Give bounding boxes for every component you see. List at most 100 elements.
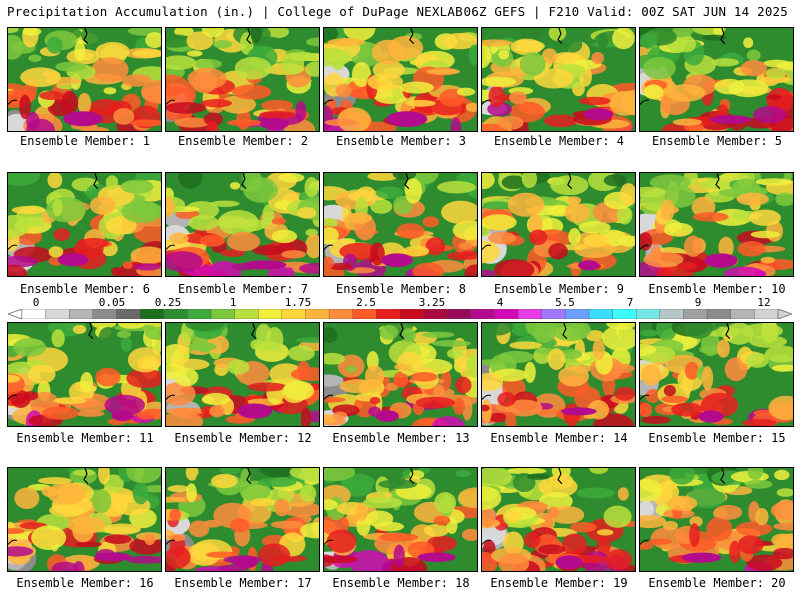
precip-contour bbox=[166, 251, 203, 272]
heavy-precip-core bbox=[57, 253, 89, 267]
precip-contour bbox=[202, 392, 230, 406]
precip-contour bbox=[166, 34, 194, 48]
precip-contour bbox=[297, 207, 317, 219]
precip-contour bbox=[349, 550, 390, 571]
lake-outline bbox=[725, 323, 731, 340]
precip-contour bbox=[663, 222, 694, 237]
coastline-outline bbox=[482, 244, 492, 250]
precip-contour bbox=[283, 380, 315, 401]
lake-outline bbox=[246, 28, 252, 45]
precip-field bbox=[166, 323, 319, 426]
precip-contour bbox=[431, 340, 472, 347]
colorbar-swatch bbox=[92, 309, 117, 319]
precip-contour bbox=[328, 262, 353, 271]
precip-contour bbox=[265, 327, 284, 352]
precip-contour bbox=[80, 372, 94, 393]
precip-contour bbox=[335, 83, 352, 98]
precip-contour bbox=[220, 249, 246, 257]
precip-contour bbox=[551, 323, 591, 342]
precip-contour bbox=[239, 32, 254, 55]
coastline-outline bbox=[166, 244, 176, 250]
precip-contour bbox=[667, 495, 698, 511]
precip-contour bbox=[550, 175, 589, 196]
precip-contour bbox=[640, 402, 653, 418]
precip-contour bbox=[117, 323, 146, 329]
coastline-outline bbox=[166, 539, 176, 545]
precip-contour bbox=[711, 58, 740, 67]
precip-contour bbox=[640, 478, 662, 502]
heavy-precip-core bbox=[232, 555, 258, 569]
lake-outline bbox=[409, 28, 415, 45]
precip-contour bbox=[760, 256, 776, 264]
precip-field bbox=[324, 323, 477, 426]
precip-contour bbox=[506, 468, 547, 475]
precip-contour bbox=[750, 230, 781, 239]
precip-contour bbox=[755, 508, 769, 526]
precip-contour bbox=[441, 33, 477, 50]
precip-contour bbox=[166, 411, 204, 426]
colorbar-swatch bbox=[517, 309, 543, 319]
precip-contour bbox=[509, 91, 527, 105]
precip-field bbox=[8, 323, 161, 426]
precip-contour bbox=[324, 227, 339, 243]
precip-contour bbox=[488, 231, 517, 245]
precip-contour bbox=[379, 324, 399, 340]
precip-contour bbox=[683, 235, 703, 257]
ensemble-member-label: Ensemble Member: 8 bbox=[335, 282, 467, 296]
precip-contour bbox=[127, 347, 161, 373]
precip-contour bbox=[509, 341, 542, 350]
precip-contour bbox=[219, 468, 241, 475]
precip-contour bbox=[612, 28, 635, 50]
precip-contour bbox=[676, 262, 697, 270]
colorbar-swatch bbox=[210, 309, 236, 319]
coastline-outline bbox=[482, 99, 492, 105]
coastline-outline bbox=[482, 394, 492, 400]
precip-contour bbox=[764, 345, 793, 363]
heavy-precip-core bbox=[260, 118, 289, 130]
precip-contour bbox=[537, 544, 566, 555]
ensemble-member-label: Ensemble Member: 10 bbox=[648, 282, 786, 296]
precip-contour bbox=[422, 331, 455, 338]
colorbar-swatch bbox=[21, 309, 47, 319]
precip-contour bbox=[743, 37, 754, 49]
precip-contour bbox=[589, 468, 609, 474]
ensemble-member-map bbox=[481, 322, 636, 427]
dry-area bbox=[640, 501, 654, 518]
precip-contour bbox=[120, 179, 154, 194]
precip-contour bbox=[672, 28, 694, 37]
heavy-precip-core bbox=[243, 260, 287, 270]
precip-contour bbox=[482, 404, 490, 412]
precip-contour bbox=[169, 534, 186, 542]
precip-contour bbox=[570, 521, 597, 533]
precip-contour bbox=[61, 91, 79, 115]
colorbar-min-arrow bbox=[8, 309, 23, 319]
precip-contour bbox=[482, 240, 500, 264]
precip-contour bbox=[51, 561, 79, 571]
precip-contour bbox=[745, 352, 769, 368]
colorbar-tick-label: 12 bbox=[757, 296, 771, 309]
precip-field bbox=[324, 173, 477, 276]
precip-contour bbox=[464, 264, 477, 276]
colorbar-tick-label: 2.5 bbox=[356, 296, 376, 309]
heavy-precip-core bbox=[386, 111, 428, 127]
precip-contour bbox=[188, 520, 210, 538]
heavy-precip-core bbox=[63, 111, 103, 127]
ensemble-member-map bbox=[481, 27, 636, 132]
precip-contour bbox=[567, 196, 582, 205]
precip-field bbox=[640, 323, 793, 426]
precip-contour bbox=[111, 267, 122, 276]
precip-contour bbox=[137, 412, 156, 420]
coastline-outline bbox=[640, 244, 650, 250]
precip-contour bbox=[498, 552, 530, 571]
colorbar-swatch bbox=[447, 309, 472, 319]
precip-contour bbox=[259, 468, 298, 478]
precip-contour bbox=[647, 538, 672, 545]
colorbar-swatch bbox=[352, 309, 377, 319]
precip-contour bbox=[367, 173, 399, 181]
lake-outline bbox=[720, 28, 726, 45]
precip-contour bbox=[324, 327, 338, 343]
colorbar-swatch bbox=[470, 309, 495, 319]
map-title: Precipitation Accumulation (in.) | Colle… bbox=[7, 4, 463, 19]
precip-field bbox=[324, 468, 477, 571]
precip-contour bbox=[447, 348, 464, 359]
